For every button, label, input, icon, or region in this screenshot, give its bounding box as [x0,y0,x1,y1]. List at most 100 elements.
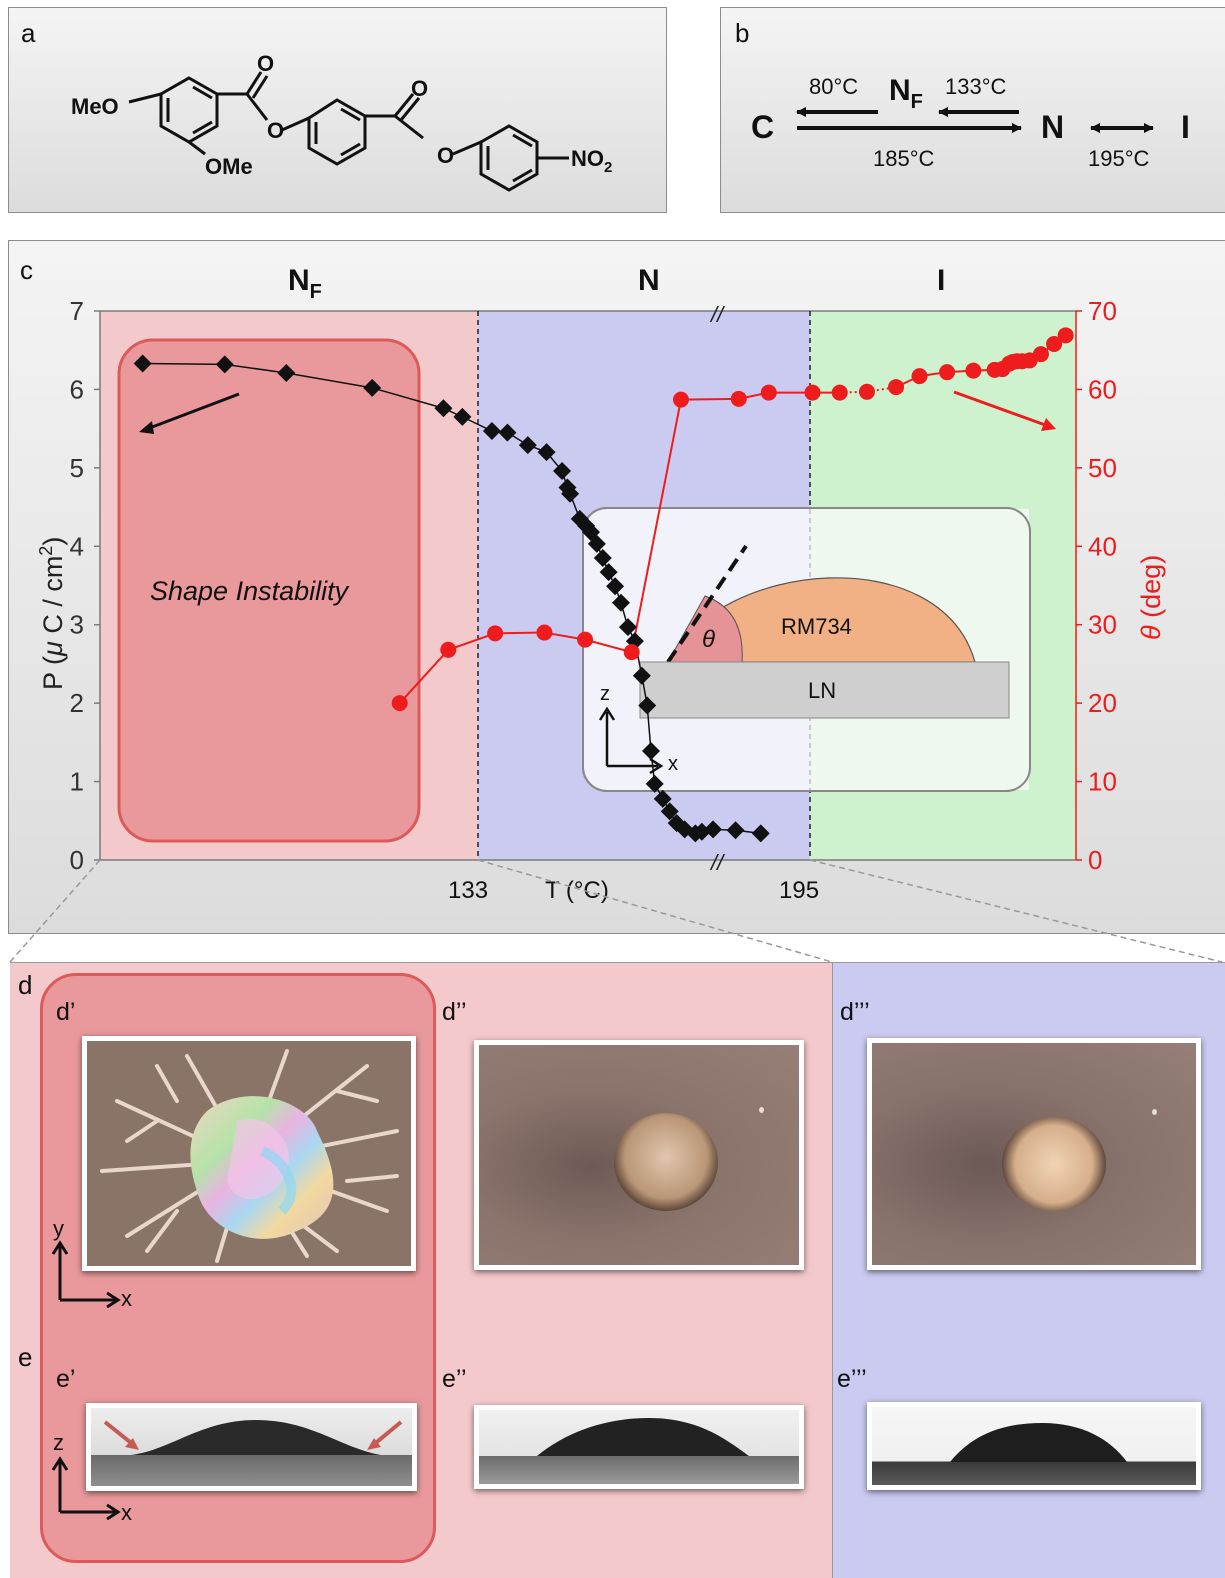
polarization-point [599,563,618,582]
svg-text:y: y [53,1218,64,1241]
atom-o-carbonyl-1: O [257,51,274,76]
y2-tick-label: 60 [1088,374,1117,404]
theta-point [965,362,982,379]
substrate-ln [639,661,1010,719]
polarization-point [498,423,517,442]
polarization-point [660,802,679,821]
theta-point [623,644,640,661]
y2-tick-label: 70 [1088,296,1117,326]
polarization-point [537,443,556,462]
theta-series-segment [398,649,450,704]
polarization-point [133,354,152,373]
polarization-point [561,484,580,503]
sub-d2: d’’ [442,998,467,1026]
y-tick-label: 6 [70,374,84,404]
theta-point [939,364,956,381]
polarization-point [751,824,770,843]
theta-point [440,641,457,658]
y-tick-label: 5 [70,453,84,483]
theta-series-segment [680,397,739,401]
polarization-point [638,696,657,715]
theta-point [577,631,594,648]
e-axes: z x [51,1434,132,1524]
atom-o-ester-1: O [267,118,284,143]
theta-point [1032,346,1049,363]
polarization-point [587,534,606,553]
svg-text:x: x [121,1286,132,1308]
polarization-point [726,821,745,840]
y-tick-label: 3 [70,610,84,640]
y-tick-label: 1 [70,767,84,797]
side-view-e1 [86,1403,417,1491]
chemical-structure: MeO OMe O O O O NO2 [71,51,612,192]
atom-meo: MeO [71,94,119,119]
theta-point [760,384,777,401]
phase-nf: NF [889,74,923,113]
d-axes: y x [51,1218,132,1308]
tangent-line [666,544,748,664]
sub-d1: d’ [56,998,76,1026]
region-label-n: N [638,264,660,297]
polarization-point [653,789,672,808]
micrograph-d2 [474,1040,804,1270]
temp-195: 195°C [1088,146,1150,171]
theta-point [888,379,905,396]
inset-axis-x: x [668,753,678,775]
panel-a-label: a [21,18,36,48]
x-tick-195: 195 [779,877,819,904]
y2-tick-label: 10 [1088,767,1117,797]
theta-point [536,624,553,641]
theta-point [391,695,408,712]
polarization-point [593,549,612,568]
region-label-nf: NF [288,264,322,303]
theta-point [831,384,848,401]
inset-substrate-label: LN [808,678,836,703]
y2-tick-label: 40 [1088,531,1117,561]
polarization-point [704,820,723,839]
polarization-point [363,378,382,397]
y-tick-label: 7 [70,296,84,326]
temp-80: 80°C [809,74,858,99]
theta-series-segment [495,631,545,635]
temp-185: 185°C [873,146,935,171]
arrow-to-left-axis [146,392,240,431]
polarization-point [482,421,501,440]
shape-instability-label: Shape Instability [150,576,350,606]
theta-point [911,368,928,385]
atom-nitro: NO2 [571,146,612,176]
contact-angle-inset: θ RM734 LN z x [582,507,1031,792]
polarization-point [518,436,537,455]
y2-tick-label: 0 [1088,845,1102,875]
polarization-point [618,618,637,637]
panel-b: b C NF N I 80°C 133°C 185°C 195°C [720,7,1225,213]
theta-series-segment [630,399,682,653]
micrograph-d1 [82,1036,416,1271]
theta-point [1046,335,1063,352]
polarization-point [453,407,472,426]
polarization-point [553,461,572,480]
inset-drop-label: RM734 [781,614,852,639]
axis-break-top: // [709,302,725,327]
temp-133: 133°C [945,74,1007,99]
theta-point [804,384,821,401]
panel-b-label: b [735,18,750,48]
shape-instability-box [117,338,421,843]
sub-e1: e’ [56,1365,76,1393]
sub-d3: d’’’ [840,998,870,1026]
svg-text:z: z [53,1434,64,1455]
svg-text:x: x [121,1500,132,1524]
theta-point [858,383,875,400]
y-axis-label: P (μ C / cm2) [36,537,68,690]
atom-ome: OMe [205,154,253,179]
panel-e-label: e [18,1342,33,1372]
inset-axis-z: z [600,683,610,705]
polarization-point [434,399,453,418]
polarization-point [611,593,630,612]
y2-tick-label: 30 [1088,610,1117,640]
polarization-point [277,363,296,382]
y2-tick-label: 50 [1088,453,1117,483]
phase-i: I [1181,109,1190,145]
panel-a: a [8,7,667,213]
y2-axis-label: θ (deg) [1136,555,1166,640]
phase-c: C [751,109,774,145]
